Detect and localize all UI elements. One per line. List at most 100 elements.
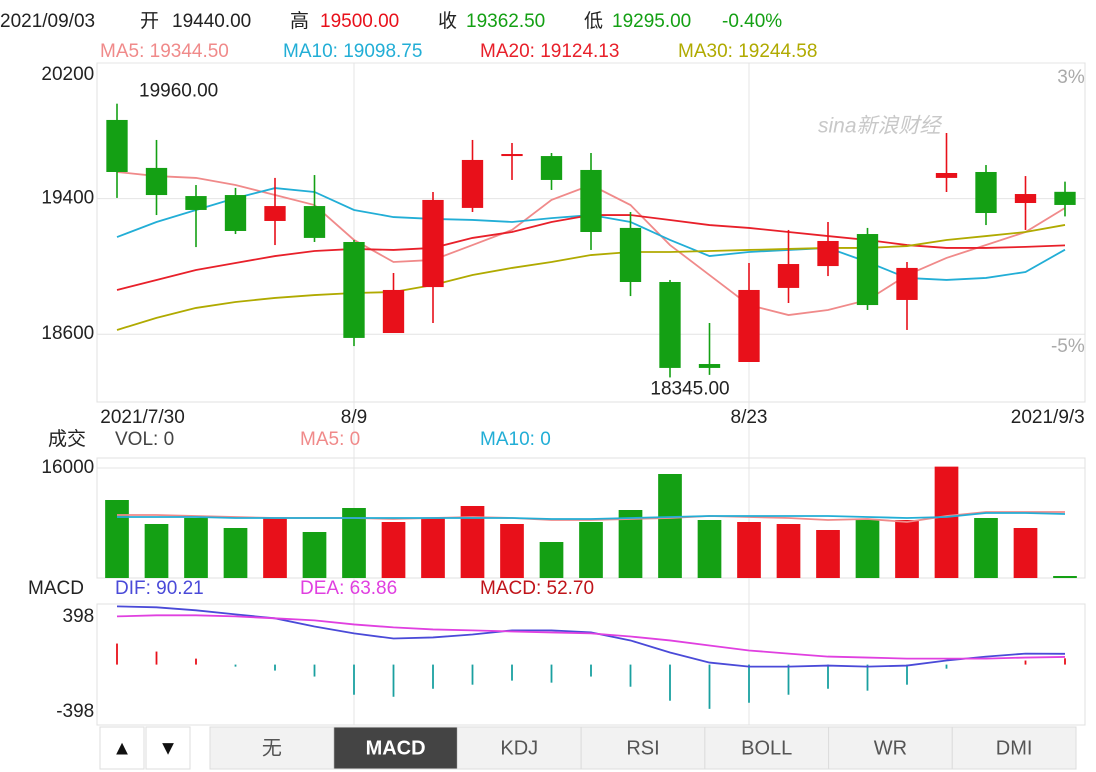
- tab-label: 无: [262, 737, 282, 759]
- tab-label: WR: [874, 737, 907, 759]
- candle-body: [422, 199, 444, 288]
- candle-body: [540, 156, 563, 180]
- candle-body: [975, 171, 997, 214]
- x-tick-label: 8/23: [731, 407, 768, 428]
- open-label: 开: [140, 11, 159, 32]
- legend-entry: MA10: 19098.75: [283, 41, 422, 62]
- tab-label: BOLL: [741, 737, 792, 759]
- volume-bar: [539, 542, 564, 578]
- candle-body: [303, 206, 326, 238]
- candle-body: [185, 196, 207, 210]
- y-tick-label: 16000: [41, 457, 94, 478]
- candle-body: [1054, 191, 1076, 205]
- volume-bar: [184, 518, 208, 578]
- candle-body: [501, 154, 523, 157]
- volume-bar: [855, 520, 880, 578]
- volume-bar: [1053, 576, 1077, 578]
- volume-bar: [934, 466, 959, 578]
- tab[interactable]: [580, 726, 706, 770]
- candle-body: [382, 289, 405, 334]
- volume-bar: [658, 474, 682, 578]
- y-tick-label: -398: [56, 701, 94, 722]
- ma-line: [116, 224, 1066, 331]
- legend-entry: MA5: 19344.50: [100, 41, 229, 62]
- volume-bar: [579, 522, 603, 578]
- x-tick-label: 2021/9/3: [1011, 407, 1085, 428]
- candle-body: [777, 264, 800, 288]
- candle-body: [264, 206, 286, 221]
- candle-body: [106, 119, 128, 172]
- tab[interactable]: [333, 726, 458, 770]
- legend-entry: MA20: 19124.13: [480, 41, 619, 62]
- legend-entry: MA10: 0: [480, 429, 551, 450]
- candle-body: [856, 234, 879, 306]
- legend-entry: DEA: 63.86: [300, 578, 397, 599]
- legend-entry: MA30: 19244.58: [678, 41, 817, 62]
- volume-bar: [223, 527, 248, 578]
- candle-body: [817, 240, 839, 267]
- low-label: 低: [584, 10, 603, 32]
- volume-bar: [500, 523, 524, 578]
- legend-entry: MACD: 52.70: [480, 578, 594, 599]
- tab-label: ▲: [112, 737, 132, 759]
- panel-title: MACD: [28, 578, 84, 599]
- volume-bar: [144, 523, 169, 578]
- volume-bar: [895, 520, 919, 578]
- candle-body: [935, 173, 958, 178]
- high-value: 19500.00: [320, 11, 399, 32]
- volume-bar: [618, 509, 643, 578]
- tab-bar: ▲ ▼ 无 MACD KDJ RSI BOLL WR DMI: [99, 726, 1077, 770]
- tab[interactable]: [951, 726, 1077, 770]
- tab[interactable]: [209, 726, 335, 770]
- x-tick-label: 8/9: [341, 407, 367, 428]
- candle-body: [224, 195, 247, 231]
- volume-bar: [816, 529, 840, 578]
- candle-body: [1014, 194, 1037, 204]
- date: 2021/09/03: [0, 11, 95, 32]
- open-value: 19440.00: [172, 11, 251, 32]
- high-label: 高: [290, 10, 309, 32]
- candle-body: [738, 289, 760, 362]
- candle-body: [580, 169, 602, 232]
- candle-body: [145, 167, 168, 196]
- watermark: sina新浪财经: [818, 115, 943, 138]
- tab-label: MACD: [366, 737, 426, 759]
- tab[interactable]: [145, 726, 191, 770]
- y-tick-label: 398: [63, 606, 95, 627]
- y2-tick-label: -5%: [1051, 336, 1085, 357]
- y-tick-label: 20200: [41, 64, 94, 85]
- x-tick-label: 2021/7/30: [100, 407, 185, 428]
- tab[interactable]: [828, 726, 953, 770]
- header: 2021/09/03 开 19440.00 高 19500.00 收 19362…: [0, 10, 782, 32]
- candle-body: [343, 241, 365, 338]
- low-value: 19295.00: [612, 11, 691, 32]
- volume-bar: [302, 531, 327, 578]
- volume-bar: [974, 518, 998, 578]
- volume-bar: [342, 507, 366, 578]
- y2-tick-label: 3%: [1057, 67, 1085, 88]
- volume-bar: [1013, 527, 1038, 578]
- tab-label: ▼: [158, 737, 178, 759]
- legend-entry: MA5: 0: [300, 429, 360, 450]
- tab[interactable]: [99, 726, 145, 770]
- volume-bar: [421, 518, 445, 578]
- change: -0.40%: [722, 11, 782, 32]
- tab[interactable]: [456, 726, 582, 770]
- legend-entry: VOL: 0: [115, 429, 174, 450]
- candle-body: [461, 159, 484, 208]
- tab-label: RSI: [626, 737, 659, 759]
- macd-line: [116, 605, 1066, 668]
- volume-ma-line: [117, 512, 1066, 520]
- tab-label: KDJ: [500, 737, 538, 759]
- candle-body: [619, 227, 642, 282]
- y-tick-label: 19400: [41, 188, 94, 209]
- annotation: 19960.00: [139, 81, 218, 102]
- legend-entry: DIF: 90.21: [115, 578, 204, 599]
- panel-title: 成交: [48, 428, 86, 450]
- candle-body: [896, 267, 918, 300]
- volume-bar: [381, 522, 406, 578]
- macd-frame: [96, 603, 1086, 726]
- volume-bar: [105, 500, 129, 578]
- volume-bar: [263, 518, 287, 578]
